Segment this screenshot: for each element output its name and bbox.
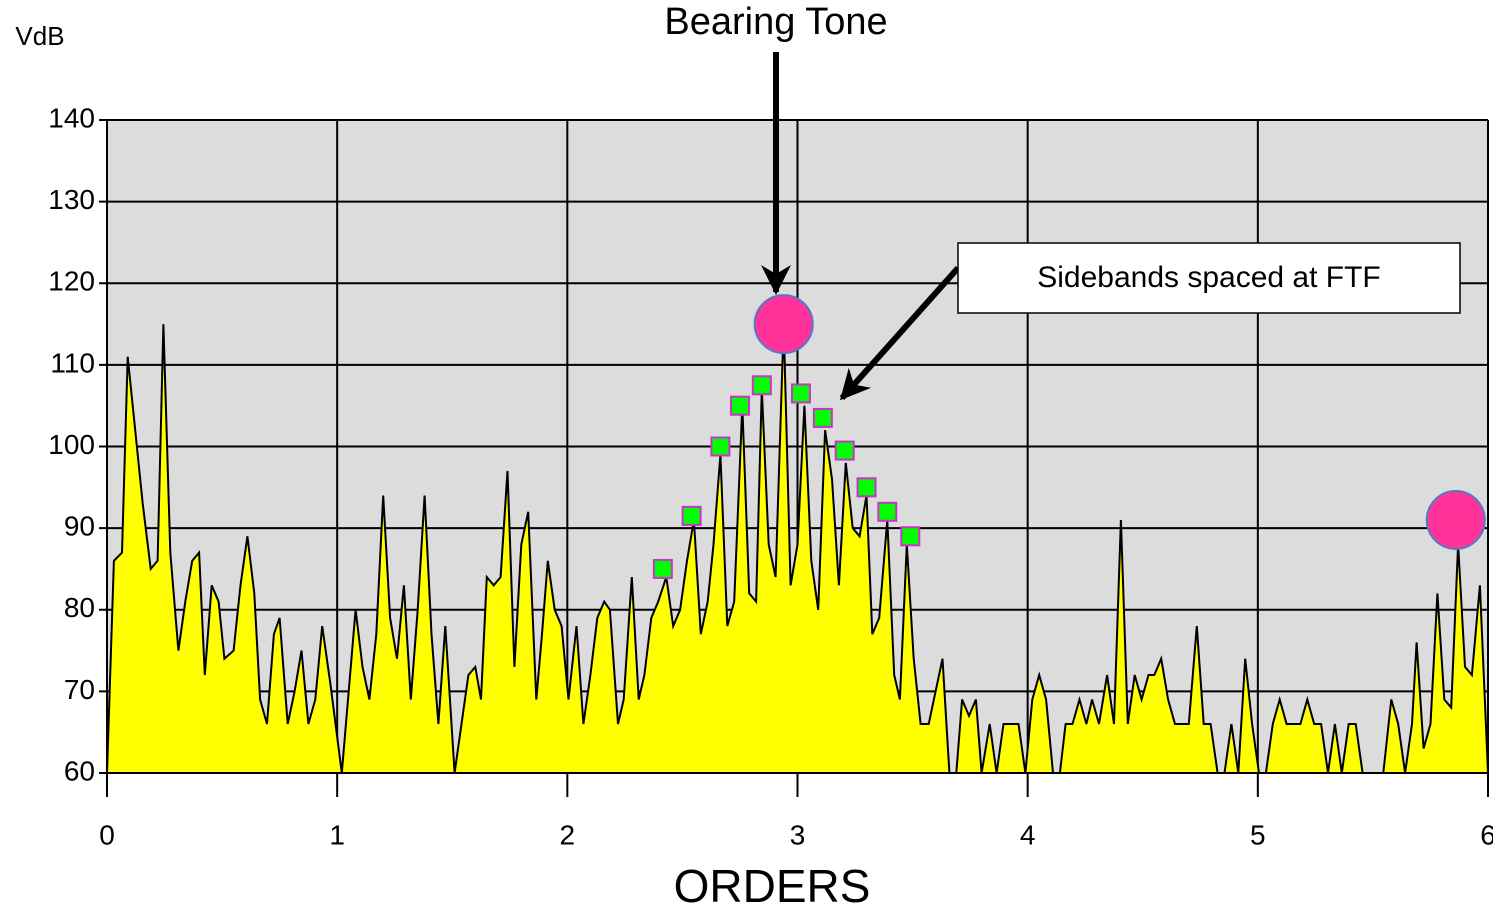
sideband-marker [751, 375, 772, 396]
x-tick-label: 0 [99, 819, 115, 850]
tone-marker [753, 294, 814, 355]
x-tick-label: 4 [1020, 819, 1036, 850]
sideband-marker [790, 383, 811, 404]
x-tick-label: 6 [1480, 819, 1493, 850]
y-tick-label: 100 [48, 429, 95, 460]
sideband-marker [900, 526, 921, 547]
x-tick-label: 3 [790, 819, 806, 850]
x-tick-label: 2 [560, 819, 576, 850]
arrow [839, 266, 961, 401]
annotation-box [957, 242, 1461, 314]
sideband-marker [856, 477, 877, 498]
y-axis-label: VdB [15, 21, 64, 51]
annotation: Sidebands spaced at FTF [1037, 261, 1381, 294]
annotations: Sidebands spaced at FTF [652, 52, 1486, 579]
sideband-marker [812, 407, 833, 428]
y-tick-label: 130 [48, 184, 95, 215]
chart-title: Bearing Tone [664, 1, 887, 43]
x-tick-label: 5 [1250, 819, 1266, 850]
x-tick-label: 1 [329, 819, 345, 850]
sideband-marker [877, 501, 898, 522]
sideband-marker [652, 558, 673, 579]
sideband-marker [681, 505, 702, 526]
tone-marker [1425, 489, 1486, 550]
sideband-marker [710, 436, 731, 457]
y-tick-label: 140 [48, 102, 95, 133]
y-tick-label: 90 [64, 511, 95, 542]
sideband-marker [729, 395, 750, 416]
y-tick-label: 120 [48, 266, 95, 297]
sideband-marker [834, 440, 855, 461]
y-tick-label: 60 [64, 755, 95, 786]
x-axis-label: ORDERS [674, 860, 871, 912]
y-tick-label: 70 [64, 674, 95, 705]
y-tick-label: 110 [50, 347, 95, 378]
y-tick-label: 80 [64, 592, 95, 623]
plot-area: 60 70 80 90 100 110 120 130 140 0 1 2 3 4 5 6 [48, 102, 1493, 850]
